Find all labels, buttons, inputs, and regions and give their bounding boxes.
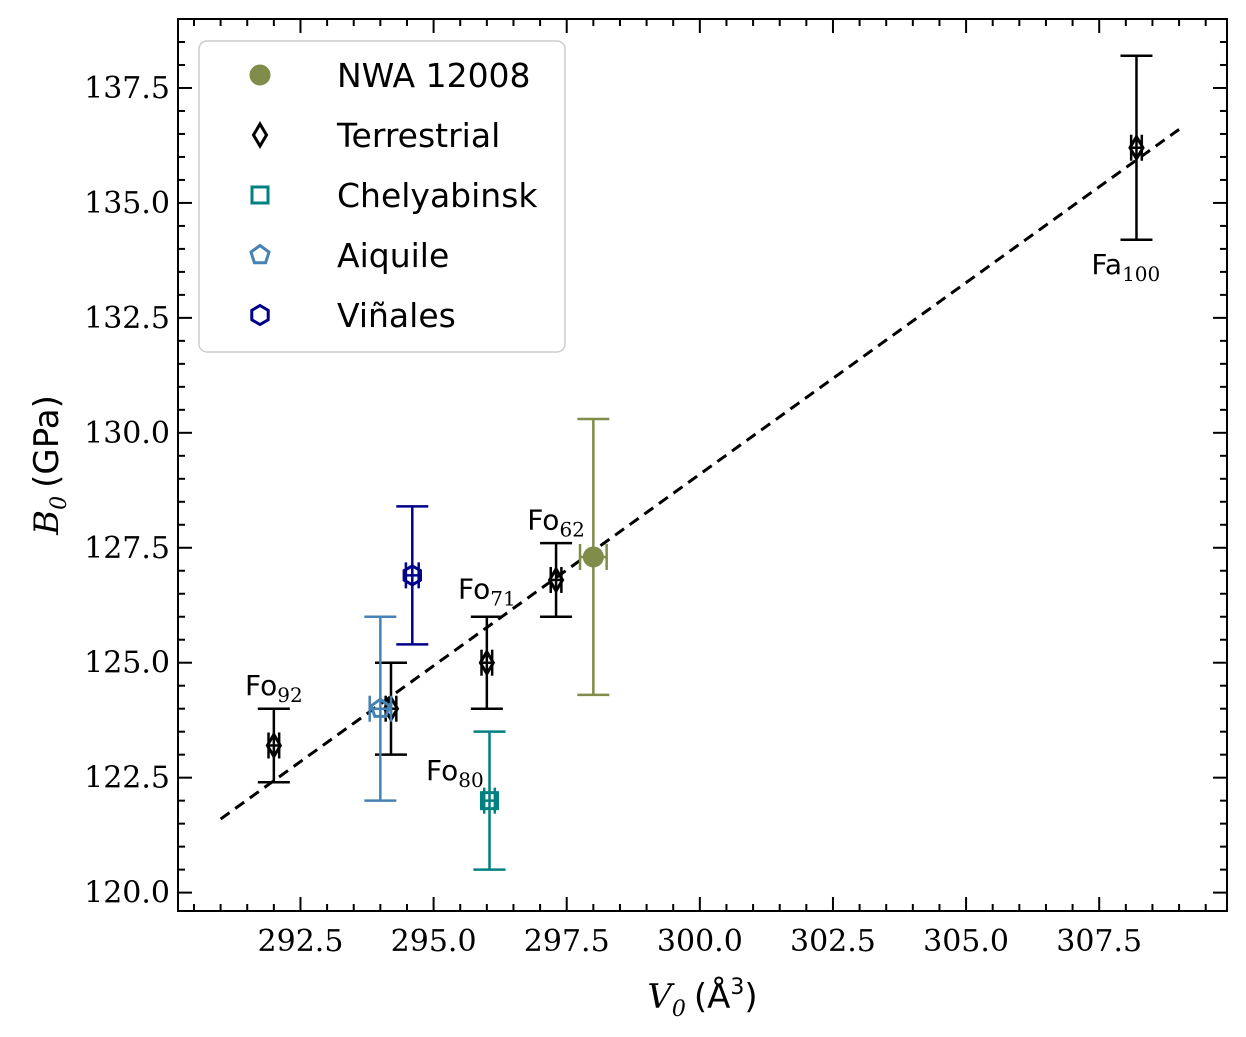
annotation-fo80: Fo80 <box>426 754 484 792</box>
y-tick-label: 125.0 <box>84 646 170 681</box>
x-tick-label: 295.0 <box>391 924 477 959</box>
data-point <box>369 697 392 718</box>
data-point <box>478 648 496 677</box>
series-nwa-12008 <box>577 417 610 697</box>
annotation-fo92: Fo92 <box>245 669 303 707</box>
y-tick-labels: 120.0 122.5 125.0 127.5 130.0 132.5 135.0 137.5 <box>84 71 170 911</box>
data-point <box>402 564 422 587</box>
legend-marker <box>251 121 269 149</box>
series-aiquile <box>364 615 397 802</box>
y-tick-label: 130.0 <box>84 416 170 451</box>
legend-label: Viñales <box>337 296 456 335</box>
series-terrestrial <box>257 54 1153 784</box>
data-point <box>265 731 283 760</box>
y-axis-label: B0(GPa) <box>27 395 72 536</box>
legend-label: Terrestrial <box>336 116 500 155</box>
x-tick-label: 302.5 <box>790 924 876 959</box>
axis-ticks <box>178 18 1227 911</box>
legend-label: NWA 12008 <box>337 56 531 95</box>
data-point <box>480 791 500 811</box>
x-tick-label: 307.5 <box>1056 924 1142 959</box>
series-chelyabinsk <box>473 730 506 871</box>
data-point <box>1128 133 1145 162</box>
annotations: Fo92 Fo80 Fo71 Fo62 Fa100 <box>245 248 1160 792</box>
legend-marker <box>249 243 271 265</box>
x-tick-label: 292.5 <box>258 924 344 959</box>
y-tick-label: 127.5 <box>84 531 170 566</box>
x-tick-label: 305.0 <box>923 924 1009 959</box>
x-tick-label: 300.0 <box>657 924 743 959</box>
data-point <box>547 565 565 594</box>
annotation-fo71: Fo71 <box>458 572 516 610</box>
data-point <box>582 546 604 568</box>
y-tick-label: 122.5 <box>84 761 170 796</box>
legend-marker <box>250 303 270 327</box>
legend-label: Aiquile <box>337 236 449 275</box>
y-tick-label: 137.5 <box>84 71 170 106</box>
data-points <box>257 54 1153 871</box>
y-tick-label: 120.0 <box>84 876 170 911</box>
legend: NWA 12008 Terrestrial Chelyabinsk Aiquile Vi… <box>198 40 566 353</box>
plot-frame <box>177 18 1228 912</box>
legend-marker <box>250 185 270 205</box>
y-tick-label: 132.5 <box>84 301 170 336</box>
legend-marker <box>249 64 271 86</box>
legend-box <box>198 40 566 353</box>
legend-label: Chelyabinsk <box>337 176 538 215</box>
x-axis-label: V0 (Å3) <box>647 975 757 1022</box>
annotation-fo62: Fo62 <box>527 503 585 541</box>
x-tick-label: 297.5 <box>524 924 610 959</box>
y-tick-label: 135.0 <box>84 186 170 221</box>
x-tick-labels: 292.5 295.0 297.5 300.0 302.5 305.0 307.5 <box>258 924 1143 959</box>
series-vi-ales <box>396 505 429 646</box>
annotation-fa100: Fa100 <box>1091 248 1160 286</box>
